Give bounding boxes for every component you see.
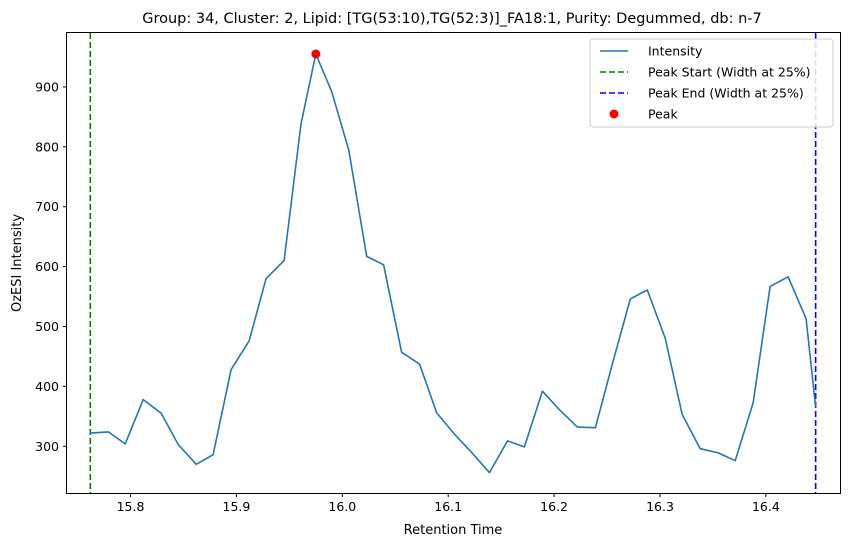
y-axis-label: OzESI Intensity — [10, 214, 25, 312]
x-axis-label: Retention Time — [404, 523, 503, 538]
x-tick-label: 15.9 — [223, 499, 251, 514]
y-axis: 300 400 500 600 700 800 900 — [35, 79, 67, 454]
chart-title: Group: 34, Cluster: 2, Lipid: [TG(53:10)… — [142, 11, 762, 27]
y-tick-label: 400 — [35, 379, 59, 394]
y-tick-label: 700 — [35, 199, 59, 214]
legend: Intensity Peak Start (Width at 25%) Peak E… — [589, 38, 834, 128]
plot-frame — [66, 32, 841, 494]
x-tick-label: 16.2 — [540, 499, 568, 514]
y-tick-label: 800 — [35, 139, 59, 154]
y-tick-label: 300 — [35, 439, 59, 454]
legend-swatch — [609, 109, 619, 119]
y-tick-label: 900 — [35, 79, 59, 94]
legend-label: Intensity — [648, 44, 703, 59]
y-tick-label: 500 — [35, 319, 59, 334]
legend-label: Peak Start (Width at 25%) — [648, 65, 811, 80]
intensity-line — [90, 53, 817, 474]
legend-label: Peak End (Width at 25%) — [648, 86, 804, 101]
x-axis: 15.8 15.9 16.0 16.1 16.2 16.3 16.4 — [117, 493, 780, 514]
y-tick-label: 600 — [35, 259, 59, 274]
x-tick-label: 16.3 — [646, 499, 674, 514]
legend-box — [589, 38, 834, 128]
x-tick-label: 16.0 — [328, 499, 356, 514]
peak-marker — [311, 49, 321, 59]
legend-label: Peak — [648, 107, 678, 122]
x-tick-label: 15.8 — [117, 499, 145, 514]
x-tick-label: 16.1 — [434, 499, 462, 514]
x-tick-label: 16.4 — [752, 499, 780, 514]
